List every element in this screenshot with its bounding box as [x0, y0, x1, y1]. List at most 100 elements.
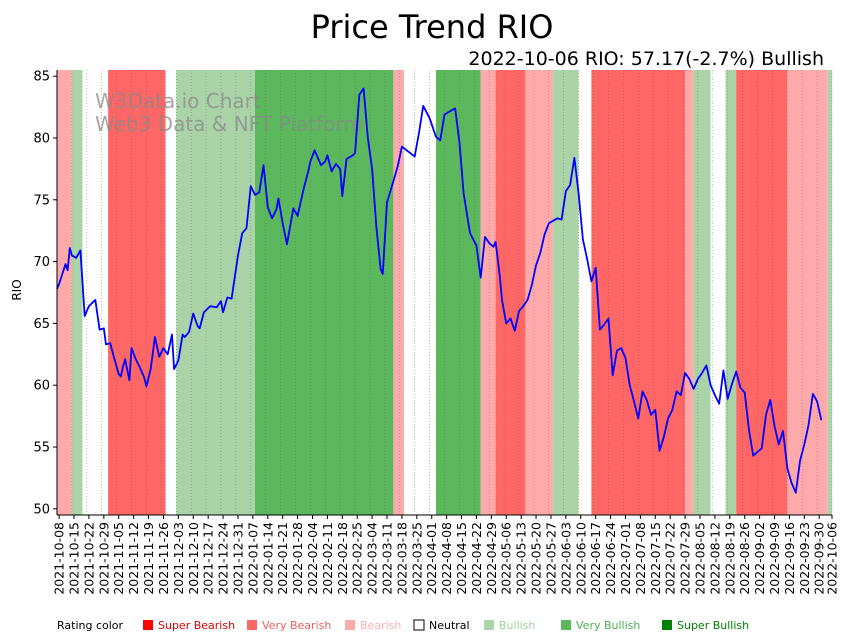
rating-band-neutral: [165, 70, 177, 515]
x-tick-label: 2021-12-17: [201, 522, 216, 595]
rating-band-bullish: [176, 70, 256, 515]
x-tick-label: 2022-09-02: [752, 522, 767, 595]
x-tick-label: 2021-10-22: [81, 522, 96, 595]
x-tick-label: 2021-10-29: [96, 522, 111, 595]
x-tick-label: 2022-06-10: [573, 522, 588, 595]
x-tick-label: 2022-05-06: [499, 522, 514, 595]
x-tick-label: 2022-09-30: [812, 522, 827, 595]
x-tick-label: 2022-07-08: [633, 522, 648, 595]
rating-band-bullish: [71, 70, 83, 515]
rating-legend: Rating color Super Bearish Very Bearish Be…: [57, 619, 749, 632]
x-tick-label: 2022-06-17: [588, 522, 603, 595]
y-tick-label: 65: [33, 317, 50, 332]
x-tick-label: 2022-09-09: [767, 522, 782, 595]
y-tick-label: 60: [33, 379, 50, 394]
watermark: W3Data.io Chart Web3 Data & NFT Platform: [95, 89, 363, 136]
rating-band-very-bearish: [108, 70, 166, 515]
y-axis-label: RIO: [10, 279, 24, 300]
x-tick-label: 2022-07-29: [678, 522, 693, 595]
x-tick-label: 2022-04-01: [424, 522, 439, 595]
legend-label-very-bearish: Very Bearish: [262, 619, 331, 632]
x-tick-label: 2022-02-11: [320, 522, 335, 595]
legend-swatch-super-bullish: [662, 620, 672, 630]
rating-band-bullish: [553, 70, 579, 515]
x-tick-label: 2022-01-21: [275, 522, 290, 595]
legend-label-super-bearish: Super Bearish: [158, 619, 235, 632]
x-tick-label: 2022-01-07: [245, 522, 260, 595]
x-tick-label: 2022-06-03: [558, 522, 573, 595]
x-tick-label: 2022-09-23: [797, 522, 812, 595]
x-tick-label: 2021-11-19: [141, 522, 156, 595]
x-tick-label: 2021-11-05: [111, 522, 126, 595]
legend-swatch-bullish: [484, 620, 494, 630]
legend-title: Rating color: [57, 619, 124, 632]
y-tick-label: 85: [33, 70, 50, 85]
x-tick-label: 2022-07-01: [618, 522, 633, 595]
x-tick-label: 2022-05-13: [514, 522, 529, 595]
rating-band-bullish: [693, 70, 711, 515]
legend-swatch-very-bearish: [247, 620, 257, 630]
x-tick-label: 2021-12-10: [186, 522, 201, 595]
x-tick-label: 2022-04-29: [484, 522, 499, 595]
legend-swatch-bearish: [345, 620, 355, 630]
x-tick-label: 2022-02-04: [305, 522, 320, 595]
rating-band-very-bullish: [255, 70, 394, 515]
x-tick-label: 2022-09-16: [782, 522, 797, 595]
x-tick-label: 2022-08-19: [722, 522, 737, 595]
x-tick-label: 2022-04-15: [454, 522, 469, 595]
rating-band-bullish: [725, 70, 737, 515]
rating-band-bullish: [827, 70, 832, 515]
legend-swatch-super-bearish: [143, 620, 153, 630]
y-tick-label: 80: [33, 131, 50, 146]
price-series: [56, 87, 823, 494]
x-tick-label: 2021-11-26: [156, 522, 171, 595]
legend-label-bearish: Bearish: [360, 619, 401, 632]
x-tick-label: 2022-04-08: [439, 522, 454, 595]
x-tick-label: 2022-10-06: [825, 522, 840, 595]
legend-label-bullish: Bullish: [499, 619, 535, 632]
x-tick-label: 2022-03-04: [365, 522, 380, 595]
legend-label-neutral: Neutral: [429, 619, 470, 632]
x-tick-label: 2022-07-15: [648, 522, 663, 595]
chart-title: Price Trend RIO: [311, 8, 554, 46]
legend-label-very-bullish: Very Bullish: [576, 619, 640, 632]
x-tick-label: 2022-07-22: [663, 522, 678, 595]
x-tick-label: 2022-02-25: [350, 522, 365, 595]
y-tick-label: 50: [33, 502, 50, 517]
rating-band-neutral: [710, 70, 726, 515]
y-tick-label: 75: [33, 193, 50, 208]
rating-band-bearish: [57, 70, 72, 515]
rating-band-neutral: [82, 70, 109, 515]
x-tick-label: 2022-02-18: [335, 522, 350, 595]
x-tick-label: 2022-08-26: [737, 522, 752, 595]
x-tick-label: 2022-01-28: [290, 522, 305, 595]
legend-swatch-very-bullish: [561, 620, 571, 630]
x-tick-label: 2021-11-12: [126, 522, 141, 595]
price-line: [56, 87, 823, 494]
x-tick-label: 2022-05-27: [543, 522, 558, 595]
rating-band-neutral: [578, 70, 592, 515]
legend-label-super-bullish: Super Bullish: [677, 619, 749, 632]
y-tick-label: 70: [33, 255, 50, 270]
watermark-line-1: W3Data.io Chart: [95, 89, 261, 113]
x-tick-label: 2022-03-25: [409, 522, 424, 595]
rating-band-bearish: [787, 70, 828, 515]
x-tick-label: 2022-06-24: [603, 522, 618, 595]
y-tick-label: 55: [33, 441, 50, 456]
grid-lines: [56, 70, 833, 515]
rating-band-bearish: [480, 70, 496, 515]
rating-band-very-bullish: [435, 70, 481, 515]
x-tick-label: 2021-12-03: [171, 522, 186, 595]
x-tick-label: 2021-12-24: [216, 522, 231, 595]
x-tick-label: 2022-08-05: [692, 522, 707, 595]
legend-swatch-neutral: [413, 619, 425, 631]
x-tick-label: 2022-03-11: [380, 522, 395, 595]
watermark-line-2: Web3 Data & NFT Platform: [95, 112, 363, 136]
x-tick-label: 2022-01-14: [260, 522, 275, 595]
chart-subtitle: 2022-10-06 RIO: 57.17(-2.7%) Bullish: [468, 48, 824, 70]
x-tick-label: 2022-03-18: [394, 522, 409, 595]
rating-band-bearish: [685, 70, 694, 515]
